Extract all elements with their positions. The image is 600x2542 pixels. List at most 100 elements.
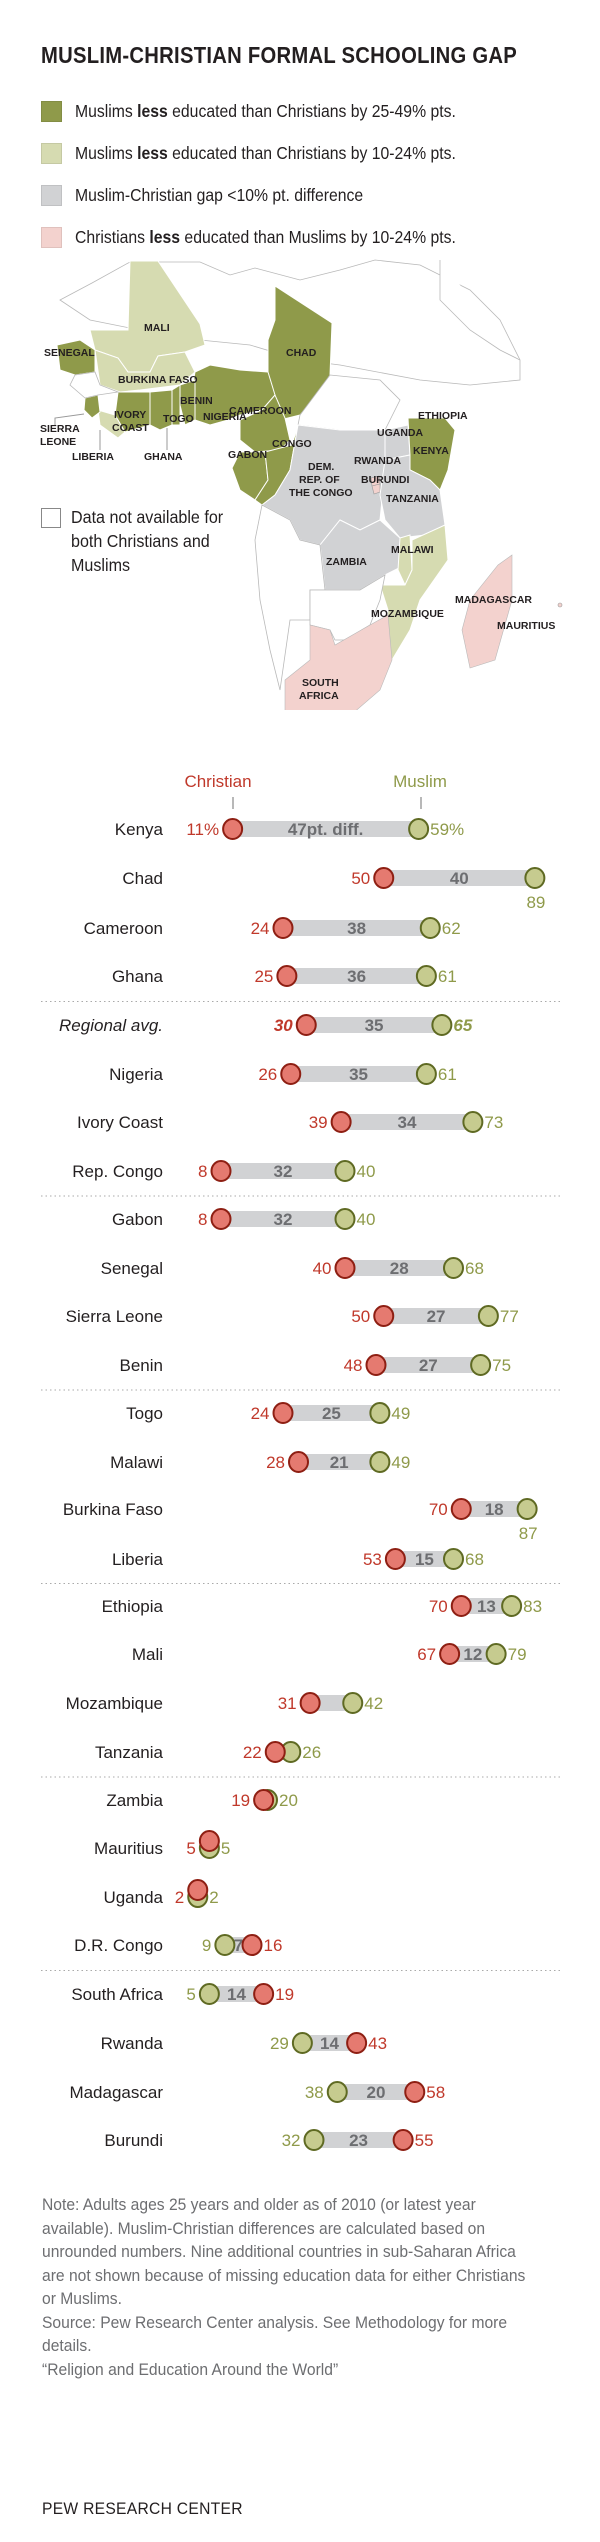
christian-value: 19 — [231, 1791, 250, 1810]
dot-plot-row: Mozambique 31 42 — [66, 1692, 383, 1714]
dot-plot-chart: Christian Muslim Kenya 47pt. diff. 11% 59% C… — [41, 772, 563, 2151]
christian-value: 22 — [243, 1743, 262, 1762]
map-label-cameroon: CAMEROON — [229, 405, 291, 417]
country-label: Kenya — [115, 820, 164, 839]
muslim-dot — [431, 1014, 453, 1036]
legend-item-muslims-less-25-49: Muslims less educated than Christians by… — [41, 90, 498, 132]
christian-dot — [210, 1160, 232, 1182]
diff-label: 14 — [227, 1985, 246, 2004]
map-label-chad: CHAD — [286, 347, 317, 359]
legend-label: Christians less educated than Muslims by… — [75, 226, 456, 247]
christian-value: 31 — [278, 1694, 297, 1713]
muslim-value: 75 — [492, 1356, 511, 1375]
christian-dot — [450, 1595, 472, 1617]
map-label-tanzania: TANZANIA — [386, 493, 439, 505]
diff-label: 32 — [274, 1162, 293, 1181]
christian-dot — [276, 965, 298, 987]
muslim-value: 40 — [357, 1162, 376, 1181]
country-label: Rwanda — [101, 2034, 164, 2053]
muslim-value: 42 — [364, 1694, 383, 1713]
christian-value: 39 — [309, 1113, 328, 1132]
christian-dot — [187, 1879, 209, 1901]
christian-value: 70 — [429, 1597, 448, 1616]
christian-value: 19 — [275, 1985, 294, 2004]
country-label: Ghana — [112, 967, 164, 986]
dot-plot-row: Madagascar 20 38 58 — [69, 2081, 445, 2103]
diff-label: 35 — [365, 1016, 384, 1035]
note-text: Note: Adults ages 25 years and older as … — [42, 2195, 526, 2308]
christian-dot — [330, 1111, 352, 1133]
gap-bar — [461, 1501, 528, 1517]
dot-plot-row: Ivory Coast 34 39 73 — [77, 1111, 503, 1133]
legend-label: Muslims less educated than Christians by… — [75, 100, 456, 121]
muslim-dot — [214, 1934, 236, 1956]
christian-value: 43 — [368, 2034, 387, 2053]
muslim-value: 9 — [202, 1936, 211, 1955]
muslim-dot — [415, 965, 437, 987]
map-label-mauritius: MAURITIUS — [497, 620, 555, 632]
diff-label: 36 — [347, 967, 366, 986]
muslim-dot — [291, 2032, 313, 2054]
map-label-liberia: LIBERIA — [72, 451, 114, 463]
chart-notes: Note: Adults ages 25 years and older as … — [42, 2193, 539, 2381]
legend-swatch — [41, 226, 62, 248]
dot-plot-row: Chad 40 50 89 — [122, 867, 546, 912]
map-label-nigeria: NIGERIA — [203, 411, 247, 423]
report-title: “Religion and Education Around the World… — [42, 2359, 339, 2379]
muslim-dot — [198, 1983, 220, 2005]
country-label: Rep. Congo — [72, 1162, 163, 1181]
map-label-malawi: MALAWI — [391, 544, 434, 556]
country-label: Liberia — [112, 1550, 164, 1569]
country-label: Gabon — [112, 1210, 163, 1229]
muslim-dot — [369, 1402, 391, 1424]
map-label-rep-of: REP. OF — [299, 474, 340, 486]
country-label: Burkina Faso — [63, 1500, 163, 1519]
diff-label: 32 — [274, 1210, 293, 1229]
gap-bar — [283, 920, 431, 936]
country-label: Malawi — [110, 1453, 163, 1472]
muslim-dot — [443, 1257, 464, 1279]
map-country-ivory-coast — [114, 391, 151, 433]
legend-swatch — [41, 142, 62, 164]
country-label: Togo — [126, 1404, 163, 1423]
gap-bar — [341, 1114, 473, 1130]
dot-plot-row: Tanzania 22 26 — [95, 1741, 321, 1763]
muslim-value: 49 — [391, 1404, 410, 1423]
christian-value: 48 — [344, 1356, 363, 1375]
diff-label: 38 — [347, 919, 366, 938]
christian-value: 28 — [266, 1453, 285, 1472]
muslim-value: 5 — [186, 1985, 195, 2004]
gap-bar — [290, 1066, 427, 1082]
map-label-dem: DEM. — [308, 461, 334, 473]
country-label: Regional avg. — [59, 1016, 163, 1035]
muslim-dot — [334, 1208, 356, 1230]
source-text: Source: Pew Research Center analysis. Se… — [42, 2312, 508, 2356]
map-label-rwanda: RWANDA — [354, 455, 401, 467]
christian-dot — [365, 1354, 387, 1376]
christian-dot — [198, 1830, 220, 1852]
map-country-liberia — [97, 409, 126, 439]
muslim-dot — [524, 867, 546, 889]
christian-value: 8 — [198, 1210, 207, 1229]
christian-value: 26 — [258, 1065, 277, 1084]
map-label-ghana: GHANA — [144, 451, 183, 463]
muslim-value: 29 — [270, 2034, 289, 2053]
map-label-benin: BENIN — [180, 395, 213, 407]
map-label-senegal: SENEGAL — [44, 347, 95, 359]
country-label: Ivory Coast — [77, 1113, 163, 1132]
dot-plot-row: Rep. Congo 32 8 40 — [72, 1160, 376, 1182]
muslim-value: 68 — [465, 1550, 484, 1569]
country-label: Tanzania — [95, 1743, 164, 1762]
christian-value: 40 — [313, 1259, 332, 1278]
christian-value: 16 — [264, 1936, 283, 1955]
gap-bar — [209, 1986, 264, 2002]
dot-plot-row: Mali 12 67 79 — [132, 1643, 527, 1665]
gap-bar — [383, 1308, 489, 1324]
christian-dot — [264, 1741, 286, 1763]
muslim-value: 87 — [519, 1524, 538, 1543]
diff-label: 14 — [320, 2034, 339, 2053]
muslim-value: 83 — [523, 1597, 542, 1616]
dot-plot-row: Mauritius 5 5 — [94, 1830, 230, 1859]
dot-plot-row: Uganda 2 2 — [103, 1879, 219, 1908]
muslim-dot — [342, 1692, 364, 1714]
